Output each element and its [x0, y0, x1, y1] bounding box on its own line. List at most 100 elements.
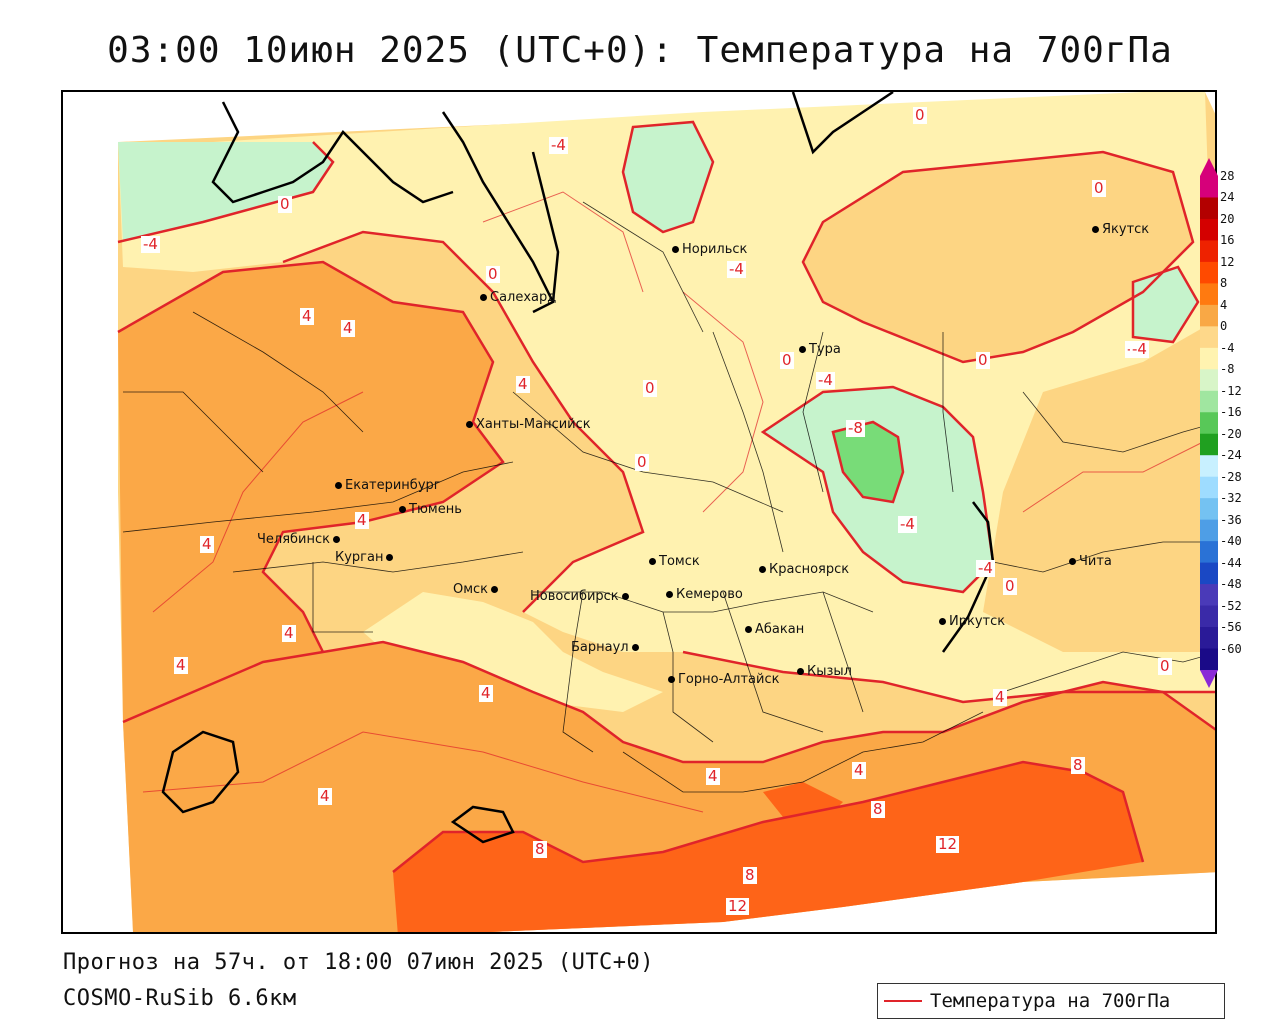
colorbar-segment [1200, 627, 1218, 650]
colorbar-segment [1200, 390, 1218, 413]
city-norilsk[interactable]: Норильск [672, 242, 747, 257]
colorbar-tick-label: -32 [1220, 491, 1242, 506]
city-label: Тюмень [409, 502, 462, 517]
city-gorno-altaysk[interactable]: Горно-Алтайск [668, 672, 779, 687]
city-dot-icon [335, 482, 342, 489]
city-label: Омск [453, 582, 489, 597]
isoline-label: 4 [282, 624, 296, 642]
isoline-label: 8 [871, 800, 885, 818]
city-dot-icon [480, 294, 487, 301]
legend-line-icon [884, 1000, 922, 1002]
colorbar-segment [1200, 412, 1218, 435]
city-dot-icon [1069, 558, 1076, 565]
isoline-label: 0 [643, 379, 657, 397]
colorbar-tick-label: 28 [1220, 169, 1235, 183]
colorbar-tick-label: 16 [1220, 233, 1235, 248]
colorbar-segment [1200, 176, 1218, 198]
isoline-label: 8 [1071, 756, 1085, 774]
legend-label: Температура на 700гПа [930, 990, 1171, 1012]
colorbar-segment [1200, 218, 1218, 241]
city-label: Горно-Алтайск [678, 672, 780, 687]
city-dot-icon [491, 586, 499, 593]
city-novosibirsk[interactable]: Новосибирск [530, 589, 632, 604]
isoline-label: -4 [141, 235, 160, 253]
city-tomsk[interactable]: Томск [649, 554, 700, 569]
city-label: Тура [809, 342, 841, 357]
city-yakutsk[interactable]: Якутск [1092, 222, 1149, 237]
city-chelyabinsk[interactable]: Челябинск [257, 532, 343, 547]
colorbar-segment [1200, 261, 1218, 284]
city-kurgan[interactable]: Курган [335, 550, 396, 565]
isoline-label: 0 [913, 106, 927, 124]
city-dot-icon [939, 618, 946, 625]
colorbar-tick-label: 24 [1220, 190, 1235, 205]
city-abakan[interactable]: Абакан [745, 622, 804, 637]
isoline-label: 8 [743, 866, 757, 884]
colorbar-tick-label: 8 [1220, 276, 1228, 291]
legend: Температура на 700гПа [877, 983, 1225, 1019]
city-dot-icon [759, 566, 766, 573]
isoline-label: 4 [479, 684, 493, 702]
colorbar-tick-label: -24 [1220, 448, 1242, 463]
isoline-label: 4 [341, 319, 355, 337]
city-label: Иркутск [949, 614, 1006, 629]
colorbar-tick-label: -60 [1220, 641, 1242, 656]
colorbar-segment [1200, 648, 1218, 671]
isoline-label: 0 [976, 351, 990, 369]
colorbar-segment [1200, 326, 1218, 349]
colorbar-tick-label: 0 [1220, 319, 1228, 334]
isoline-label: 0 [1092, 179, 1106, 197]
city-salekhard[interactable]: Салехард [480, 290, 556, 305]
isoline-label: 0 [486, 265, 500, 283]
isoline-label: 4 [852, 761, 866, 779]
city-label: Кызыл [807, 664, 852, 679]
city-barnaul[interactable]: Барнаул [571, 640, 642, 655]
colorbar-min-arrow [1200, 670, 1218, 688]
colorbar-segment [1200, 369, 1218, 392]
forecast-info: Прогноз на 57ч. от 18:00 07июн 2025 (UTC… [63, 950, 655, 975]
city-dot-icon [399, 506, 406, 513]
colorbar-segment [1200, 605, 1218, 628]
city-dot-icon [745, 626, 752, 633]
colorbar-segment [1200, 519, 1218, 542]
isoline-label: -4 [898, 515, 917, 533]
colorbar-segment [1200, 584, 1218, 607]
isoline-label: 8 [533, 840, 547, 858]
colorbar-tick-label: -20 [1220, 426, 1242, 441]
city-chita[interactable]: Чита [1069, 554, 1112, 569]
city-label: Якутск [1102, 222, 1150, 237]
city-dot-icon [649, 558, 656, 565]
city-label: Красноярск [769, 562, 850, 577]
colorbar-tick-label: 12 [1220, 254, 1235, 269]
colorbar [1200, 158, 1218, 688]
city-dot-icon [386, 554, 394, 561]
city-omsk[interactable]: Омск [453, 582, 501, 597]
isoline-label: 0 [278, 195, 292, 213]
city-label: Абакан [755, 622, 805, 637]
isoline-label: 4 [318, 787, 332, 805]
colorbar-segment [1200, 476, 1218, 499]
city-label: Челябинск [257, 532, 331, 547]
isoline-label: 4 [993, 688, 1007, 706]
colorbar-segment [1200, 240, 1218, 263]
colorbar-segment [1200, 433, 1218, 456]
city-tyumen[interactable]: Тюмень [399, 502, 462, 517]
colorbar-tick-label: -52 [1220, 598, 1242, 613]
city-kyzyl[interactable]: Кызыл [797, 664, 852, 679]
isoline-label: 4 [516, 375, 530, 393]
colorbar-segment [1200, 304, 1218, 327]
city-kemerovo[interactable]: Кемерово [666, 587, 743, 602]
colorbar-tick-label: -28 [1220, 469, 1242, 484]
city-label: Салехард [490, 290, 557, 305]
isoline-label: 12 [936, 835, 960, 853]
city-krasnoyarsk[interactable]: Красноярск [759, 562, 849, 577]
city-khanty-mansiysk[interactable]: Ханты-Мансийск [466, 417, 591, 432]
colorbar-segment [1200, 283, 1218, 306]
isoline-label: 0 [1003, 577, 1017, 595]
city-irkutsk[interactable]: Иркутск [939, 614, 1005, 629]
colorbar-tick-label: -12 [1220, 383, 1242, 398]
city-yekaterinburg[interactable]: Екатеринбург [335, 478, 441, 493]
weather-map[interactable]: Якутск Норильск Салехард Тура Ханты-Манс… [61, 90, 1217, 934]
city-tura[interactable]: Тура [799, 342, 841, 357]
isoline-label: -4 [1130, 340, 1149, 358]
